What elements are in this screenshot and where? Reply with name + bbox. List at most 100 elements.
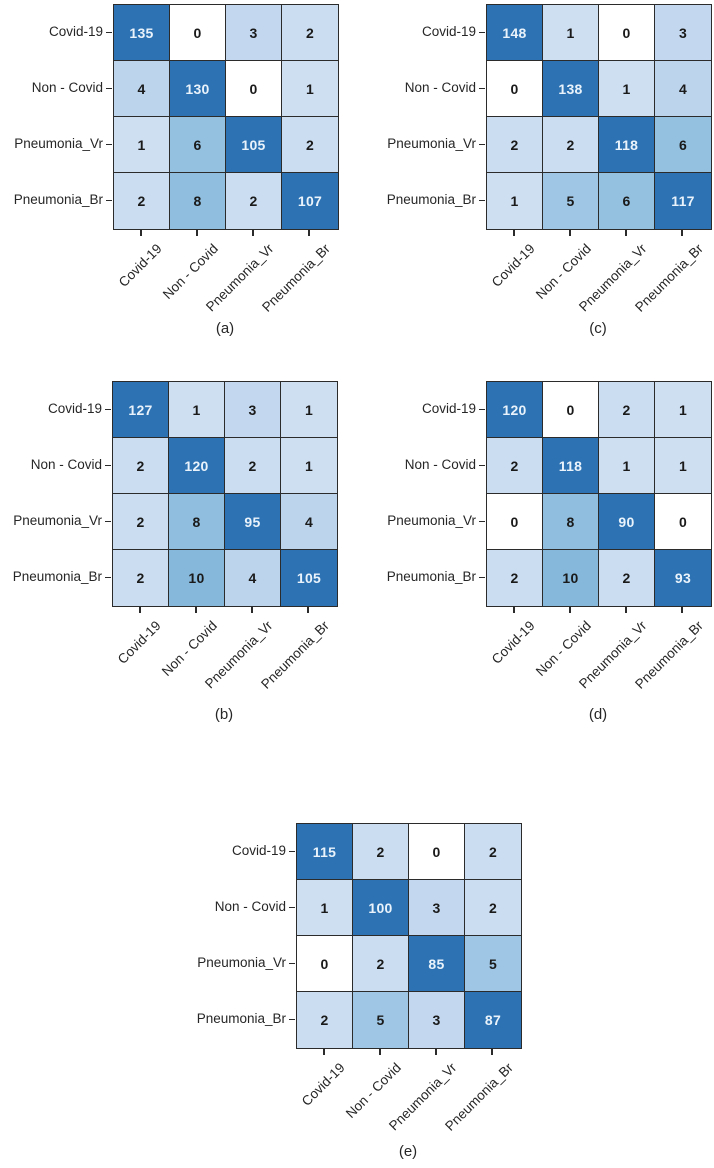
matrix-cell-d-r1c2: 1 [599,438,655,494]
y-tick-label-d-2: Pneumonia_Vr [387,513,476,528]
y-tick-label-b-0: Covid-19 [47,401,102,416]
matrix-cell-b-r1c0: 2 [113,438,169,494]
y-tick-label-d-1: Non - Covid [404,457,476,472]
matrix-cell-d-r3c0: 2 [487,550,543,606]
matrix-cell-b-r2c3: 4 [281,494,337,550]
matrix-cell-b-r0c3: 1 [281,382,337,438]
x-tick-label-e-1: Non - Covid [342,1060,404,1122]
matrix-cell-a-r3c1: 8 [170,173,226,229]
matrix-cell-b-r1c1: 120 [169,438,225,494]
matrix-cell-b-r3c1: 10 [169,550,225,606]
y-tick-label-a-0: Covid-19 [48,24,103,39]
y-tick-mark [105,408,111,410]
matrix-cell-d-r3c2: 2 [599,550,655,606]
y-tick-mark [106,143,112,145]
matrix-cell-d-r2c0: 0 [487,494,543,550]
y-tick-label-e-1: Non - Covid [214,899,286,914]
matrix-cell-e-r0c1: 2 [353,824,409,880]
matrix-cell-c-r2c1: 2 [543,117,599,173]
confusion-matrix-grid-d: 120 0 2 1 2 118 1 1 0 8 90 0 2 10 2 93 [486,381,712,607]
x-tick-mark [139,607,141,613]
matrix-cell-e-r2c1: 2 [353,936,409,992]
x-tick-mark [252,230,254,236]
y-tick-mark [479,520,485,522]
matrix-cell-b-r3c0: 2 [113,550,169,606]
x-tick-mark [308,230,310,236]
matrix-cell-a-r3c2: 2 [226,173,282,229]
matrix-cell-e-r2c0: 0 [297,936,353,992]
matrix-cell-c-r2c2: 118 [599,117,655,173]
y-tick-label-e-0: Covid-19 [231,843,286,858]
y-tick-mark [479,31,485,33]
matrix-cell-a-r1c2: 0 [226,61,282,117]
matrix-cell-d-r0c0: 120 [487,382,543,438]
matrix-cell-c-r0c2: 0 [599,5,655,61]
x-tick-mark [491,1049,493,1055]
matrix-cell-d-r2c1: 8 [543,494,599,550]
matrix-cell-d-r2c2: 90 [599,494,655,550]
y-tick-label-c-1: Non - Covid [404,80,476,95]
y-tick-mark [106,87,112,89]
matrix-cell-a-r0c1: 0 [170,5,226,61]
confusion-matrix-grid-a: 135 0 3 2 4 130 0 1 1 6 105 2 2 8 2 107 [113,4,339,230]
confusion-matrix-grid-b: 127 1 3 1 2 120 2 1 2 8 95 4 2 10 4 105 [112,381,338,607]
matrix-cell-c-r1c3: 4 [655,61,711,117]
matrix-cell-e-r3c1: 5 [353,992,409,1048]
matrix-cell-a-r0c2: 3 [226,5,282,61]
matrix-cell-c-r1c2: 1 [599,61,655,117]
y-tick-mark [479,408,485,410]
y-tick-mark [289,850,295,852]
x-tick-mark [323,1049,325,1055]
y-tick-mark [106,31,112,33]
x-tick-mark [513,230,515,236]
y-tick-label-e-3: Pneumonia_Br [196,1011,286,1026]
matrix-cell-d-r1c3: 1 [655,438,711,494]
matrix-cell-e-r1c2: 3 [409,880,465,936]
panel-caption-c: (c) [589,320,607,337]
y-tick-label-c-3: Pneumonia_Br [386,192,476,207]
matrix-cell-a-r2c2: 105 [226,117,282,173]
matrix-cell-e-r3c3: 87 [465,992,521,1048]
y-tick-label-a-3: Pneumonia_Br [13,192,103,207]
y-tick-mark [289,906,295,908]
panel-caption-a: (a) [215,320,235,337]
matrix-cell-e-r0c0: 115 [297,824,353,880]
x-tick-mark [435,1049,437,1055]
matrix-cell-b-r1c3: 1 [281,438,337,494]
matrix-cell-e-r1c1: 100 [353,880,409,936]
matrix-cell-a-r2c1: 6 [170,117,226,173]
matrix-cell-b-r0c0: 127 [113,382,169,438]
matrix-cell-d-r3c1: 10 [543,550,599,606]
panel-caption-e: (e) [398,1143,418,1160]
panel-caption-b: (b) [214,706,234,723]
matrix-cell-a-r3c3: 107 [282,173,338,229]
matrix-cell-c-r3c1: 5 [543,173,599,229]
y-tick-mark [289,1018,295,1020]
matrix-cell-a-r1c3: 1 [282,61,338,117]
confusion-matrix-grid-c: 148 1 0 3 0 138 1 4 2 2 118 6 1 5 6 117 [486,4,712,230]
matrix-cell-d-r1c1: 118 [543,438,599,494]
matrix-cell-e-r1c3: 2 [465,880,521,936]
y-tick-mark [479,199,485,201]
matrix-cell-c-r1c1: 138 [543,61,599,117]
matrix-cell-b-r1c2: 2 [225,438,281,494]
x-tick-mark [513,607,515,613]
y-tick-mark [106,199,112,201]
y-tick-mark [479,464,485,466]
matrix-cell-b-r3c3: 105 [281,550,337,606]
matrix-cell-e-r2c3: 5 [465,936,521,992]
y-tick-label-a-2: Pneumonia_Vr [14,136,103,151]
confusion-matrix-grid-e: 115 2 0 2 1 100 3 2 0 2 85 5 2 5 3 87 [296,823,522,1049]
matrix-cell-a-r3c0: 2 [114,173,170,229]
x-tick-mark [625,230,627,236]
y-tick-label-d-3: Pneumonia_Br [386,569,476,584]
matrix-cell-a-r2c3: 2 [282,117,338,173]
matrix-cell-e-r0c2: 0 [409,824,465,880]
x-tick-label-e-0: Covid-19 [298,1060,348,1109]
panel-caption-d: (d) [588,706,608,723]
y-tick-mark [479,576,485,578]
